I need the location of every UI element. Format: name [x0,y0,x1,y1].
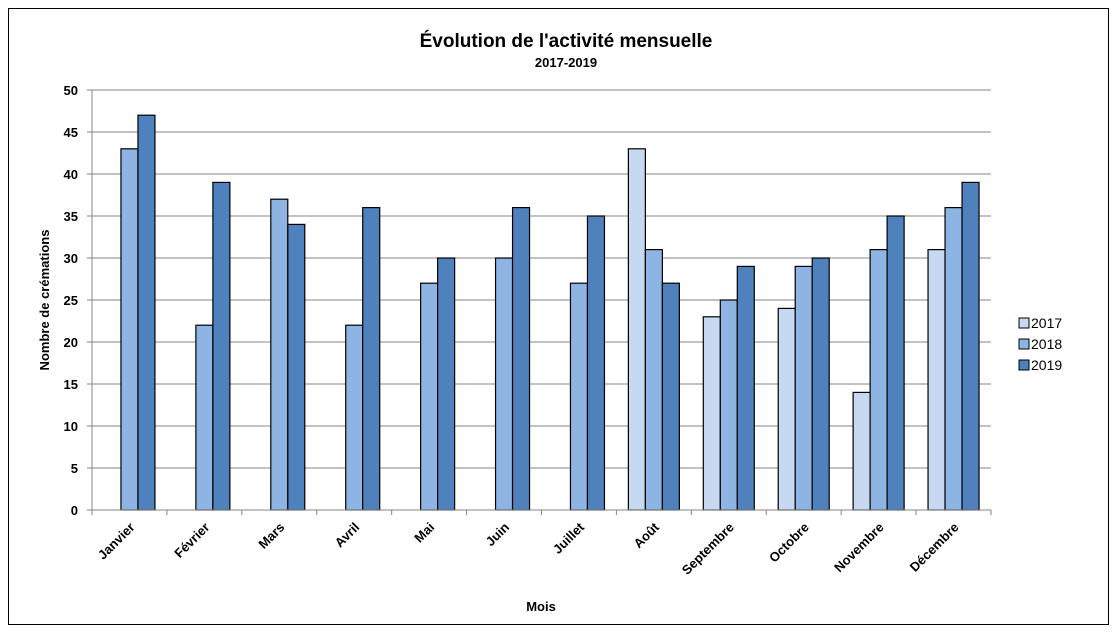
bar-2019-mars [287,223,306,511]
y-tick-label: 15 [64,377,78,392]
legend-swatch-2018 [1018,338,1030,350]
bar-2017-septembre [702,316,721,511]
x-tick-label: Octobre [766,520,812,566]
bar-2018-décembre [944,207,963,511]
bar-2019-juin [511,207,531,511]
bar-2018-janvier [120,148,139,511]
y-tick-label: 30 [64,251,78,266]
bar-2019-septembre [736,265,755,511]
y-axis-label: Nombre de crémations [37,230,52,371]
y-tick-label: 10 [64,419,78,434]
bar-2017-novembre [852,391,871,511]
bar-2018-février [195,324,214,511]
x-tick-label: Novembre [831,520,887,576]
bar-2017-décembre [927,249,946,511]
x-tick-label: Avril [332,520,363,551]
bar-2018-mai [420,282,439,511]
x-tick-label: Janvier [95,520,138,563]
y-tick-label: 35 [64,209,78,224]
chart-frame [8,8,1109,625]
y-tick-label: 25 [64,293,78,308]
bar-2019-mai [437,257,456,511]
x-tick-label: Juillet [550,519,588,557]
y-tick-label: 5 [71,461,78,476]
bar-2019-octobre [811,257,830,511]
legend-swatch-2017 [1018,317,1030,329]
y-tick-label: 50 [64,83,78,98]
legend-swatch-2019 [1018,359,1030,371]
bar-2017-octobre [777,307,796,511]
bar-2019-janvier [137,114,156,511]
bar-2018-août [644,249,663,511]
x-tick-label: Mars [255,520,287,552]
y-tick-label: 0 [71,503,78,518]
bar-2018-mars [270,198,289,511]
bar-2019-août [661,282,680,511]
x-tick-label: Février [171,520,212,561]
bar-2018-novembre [869,249,888,511]
chart-title: Évolution de l'activité mensuelle [420,30,713,52]
bar-2017-août [627,148,646,511]
y-tick-label: 40 [64,167,78,182]
gridlines [92,89,991,469]
x-tick-label: Mai [411,520,437,546]
bar-2018-juin [494,257,514,511]
bar-2019-novembre [886,215,905,511]
x-tick-label: Décembre [907,520,962,575]
legend-label-2018: 2018 [1031,336,1062,352]
bar-2019-juillet [586,215,606,511]
x-axis-label: Mois [526,599,556,614]
bar-2018-avril [345,324,364,511]
y-axis-ticks: 0 5 10 15 20 25 30 35 40 45 50 [64,83,92,518]
x-tick-label: Septembre [679,520,737,578]
legend: 2017 2018 2019 [1018,315,1062,373]
legend-label-2019: 2019 [1031,357,1062,373]
bar-2019-avril [362,207,381,511]
x-axis-ticks: Janvier Février Mars Avril Mai Juin Juillet Aoû… [91,510,992,578]
x-tick-label: Août [630,519,662,551]
legend-label-2017: 2017 [1031,315,1062,331]
bar-2019-février [212,181,231,511]
bar-2018-octobre [794,265,813,511]
y-tick-label: 20 [64,335,78,350]
bars [120,114,980,511]
x-tick-label: Juin [483,519,513,549]
y-tick-label: 45 [64,125,78,140]
bar-2018-septembre [719,299,738,511]
chart-subtitle: 2017-2019 [535,55,597,70]
bar-2018-juillet [569,282,589,511]
bar-2019-décembre [961,181,980,511]
